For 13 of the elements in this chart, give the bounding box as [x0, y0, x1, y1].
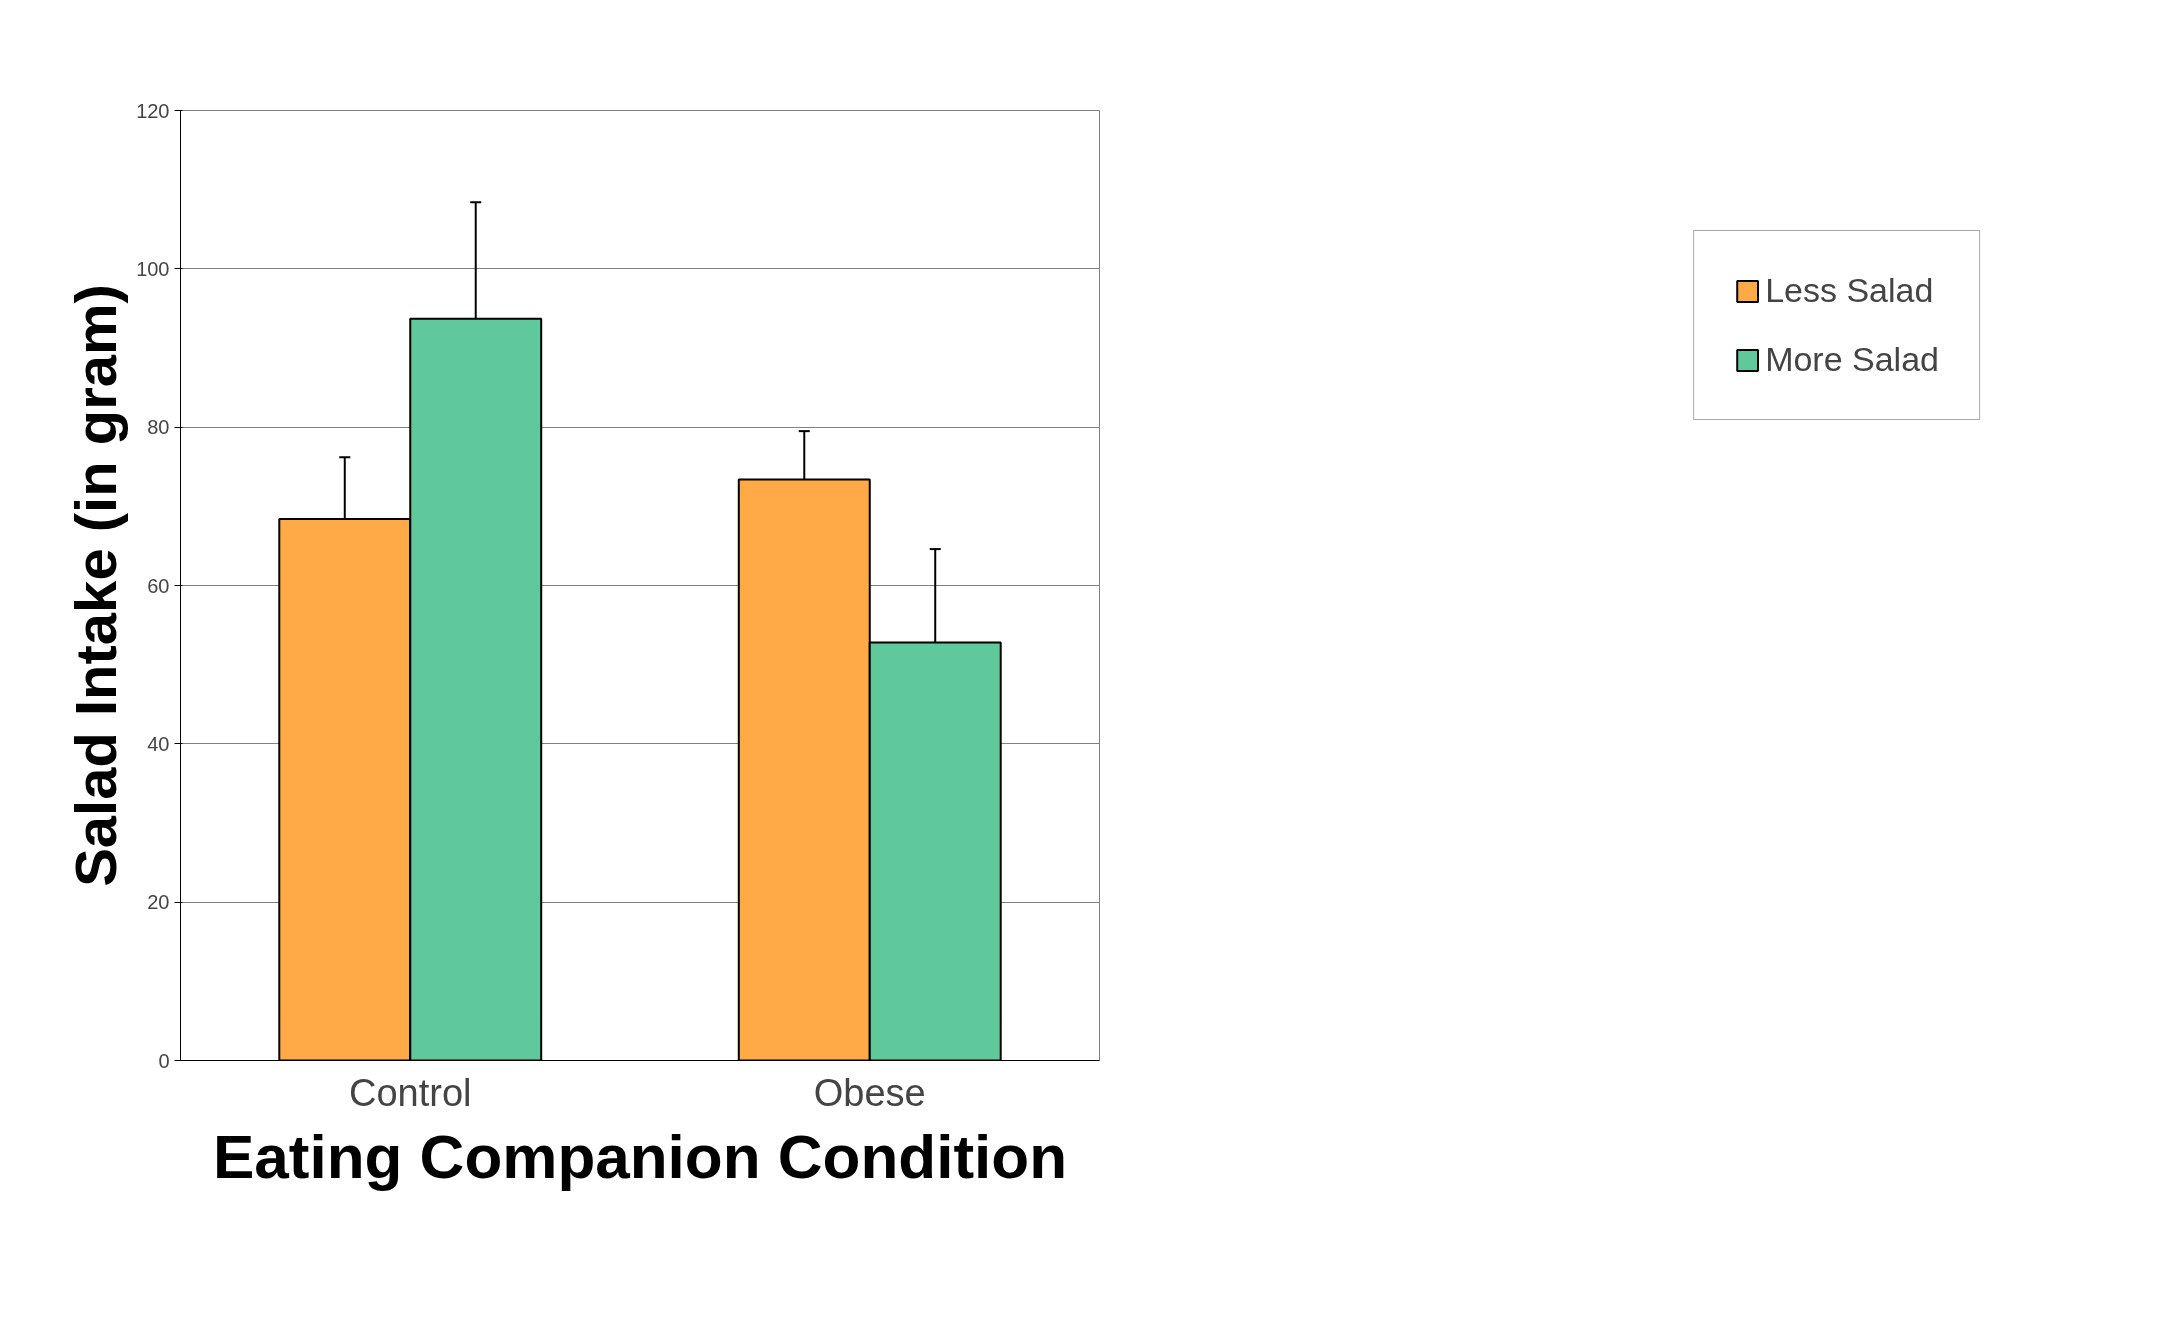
x-tick-label: Obese: [813, 1071, 926, 1114]
y-tick-label: 20: [147, 891, 170, 914]
x-tick-label: Control: [349, 1071, 472, 1114]
legend-label: More Salad: [1765, 340, 1939, 379]
x-axis-title: Eating Companion Condition: [212, 1121, 1068, 1191]
y-tick-label: 120: [136, 99, 170, 122]
y-tick-label: 100: [136, 257, 170, 280]
y-tick-label: 40: [147, 732, 170, 755]
y-tick-label: 80: [147, 416, 170, 439]
y-axis-title: Salad Intake (in gram): [63, 284, 129, 887]
y-tick-label: 0: [158, 1049, 170, 1072]
legend-label: Less Salad: [1765, 271, 1934, 310]
y-tick-label: 60: [147, 574, 170, 597]
